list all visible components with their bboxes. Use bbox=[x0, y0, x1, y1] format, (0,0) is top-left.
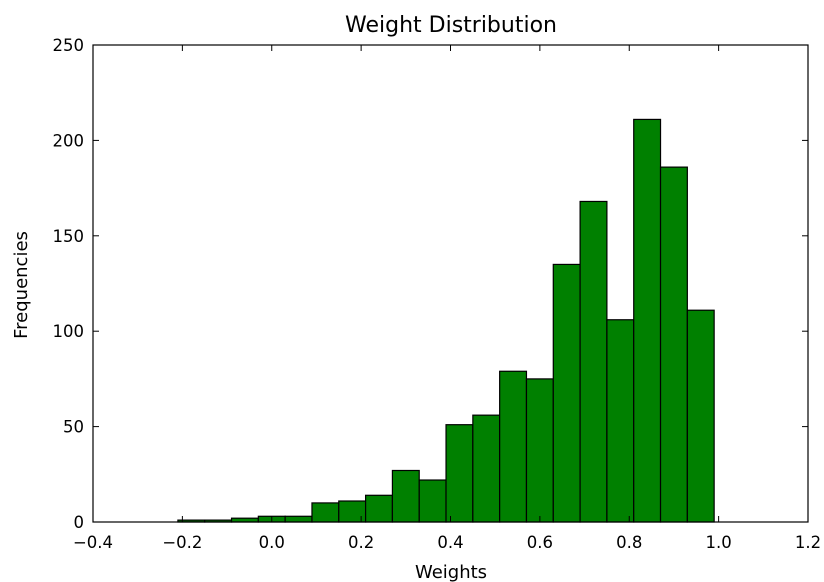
x-tick-label: −0.2 bbox=[162, 533, 202, 552]
y-tick-label: 100 bbox=[53, 322, 85, 341]
x-tick-label: 0.8 bbox=[616, 533, 642, 552]
x-tick-label: 0.4 bbox=[437, 533, 463, 552]
y-tick-label: 50 bbox=[63, 418, 84, 437]
histogram-bar-18 bbox=[633, 118, 662, 523]
histogram-bar-15 bbox=[552, 263, 581, 523]
histogram-bar-19 bbox=[659, 166, 688, 523]
x-tick-label: 1.2 bbox=[795, 533, 821, 552]
histogram-bar-8 bbox=[364, 494, 394, 523]
x-axis-ticks: −0.4 −0.2 0.0 0.2 0.4 0.6 0.8 1.0 1.2 bbox=[73, 45, 821, 552]
histogram-bar-12 bbox=[472, 414, 501, 523]
y-axis-ticks: 0 50 100 150 200 250 bbox=[53, 36, 808, 532]
y-axis-label: Frequencies bbox=[11, 231, 32, 339]
x-tick-label: 1.0 bbox=[706, 533, 732, 552]
histogram-bar-13 bbox=[499, 370, 528, 523]
y-tick-label: 150 bbox=[53, 227, 85, 246]
histogram-bar-16 bbox=[579, 200, 608, 523]
x-tick-label: −0.4 bbox=[73, 533, 113, 552]
histogram-bar-14 bbox=[525, 378, 554, 523]
x-tick-label: 0.2 bbox=[348, 533, 374, 552]
chart-title: Weight Distribution bbox=[345, 13, 557, 38]
y-tick-label: 200 bbox=[53, 131, 85, 150]
histogram-bar-9 bbox=[391, 469, 420, 523]
x-tick-label: 0.6 bbox=[527, 533, 553, 552]
histogram-bar-11 bbox=[445, 424, 474, 523]
plot-area: −0.4 −0.2 0.0 0.2 0.4 0.6 0.8 1.0 1.2 0 50 100 150 2… bbox=[53, 36, 822, 552]
histogram-bar-6 bbox=[311, 502, 340, 523]
y-tick-label: 250 bbox=[53, 36, 85, 55]
histogram-bar-10 bbox=[418, 479, 447, 523]
histogram-bar-20 bbox=[686, 309, 715, 523]
x-axis-label: Weights bbox=[415, 562, 487, 582]
y-tick-label: 0 bbox=[74, 513, 85, 532]
x-tick-label: 0.0 bbox=[259, 533, 285, 552]
histogram-bar-5 bbox=[284, 515, 313, 523]
bars-group bbox=[177, 118, 715, 523]
histogram-bar-17 bbox=[606, 319, 635, 523]
